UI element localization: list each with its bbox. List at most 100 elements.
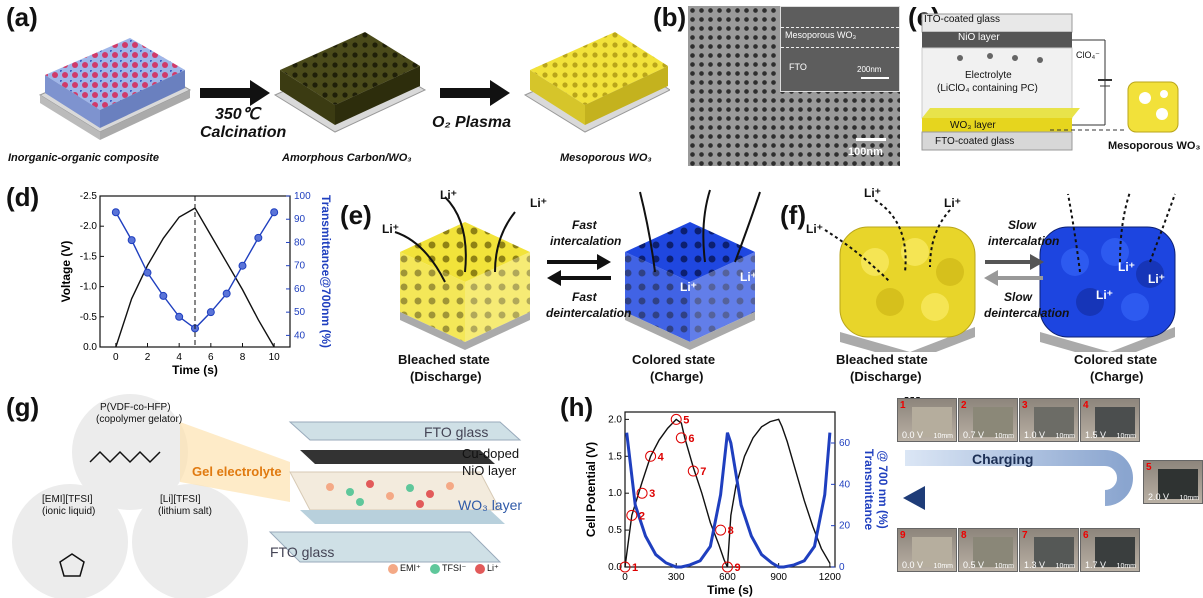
photo-number: 1: [900, 400, 906, 411]
y-tick-label: 0.0: [83, 342, 97, 353]
panel-label-d: (d): [6, 182, 40, 212]
label-ito: ITO-coated glass: [924, 14, 1000, 25]
li-ion-label: Li⁺: [1096, 288, 1113, 302]
exchange-arrows-icon: [547, 254, 611, 286]
caption-carbon: Amorphous Carbon/WO₃: [282, 152, 412, 164]
device-schematic: [921, 13, 1179, 151]
polymer-desc: (copolymer gelator): [96, 414, 183, 425]
legend-tfsi: TFSI⁻: [442, 563, 467, 573]
x-tick-label: 900: [770, 572, 787, 583]
photo-voltage: 0.0 V: [902, 560, 924, 570]
y2-axis-label: Transmittance@700nm (%): [319, 195, 333, 348]
panel-label-h: (h): [560, 392, 594, 422]
device-photo: 9 0.0 V 10mm: [897, 528, 957, 572]
panel-f-illustration: [824, 191, 1176, 352]
inset-label-fto: FTO: [789, 62, 807, 72]
wo3-layer-label: WO₃ layer: [458, 497, 523, 513]
li-ion-label: Li⁺: [1118, 260, 1135, 274]
data-point: [111, 208, 120, 217]
y2-tick-label: 40: [839, 479, 851, 490]
state-marker: [715, 524, 727, 536]
photo-voltage: 0.0 V: [902, 430, 924, 440]
il-name: [EMI][TFSI]: [42, 494, 93, 505]
photo-scale: 10mm: [994, 433, 1014, 440]
exchange-arrows-icon: [984, 254, 1044, 286]
slow-deintercalation-label-2: deintercalation: [984, 306, 1070, 320]
y-tick-label: 0.5: [608, 525, 622, 536]
panel-e-illustration: [394, 189, 761, 350]
li-ion-label: Li⁺: [864, 186, 881, 200]
state-marker-label: 6: [688, 433, 694, 445]
nio-label: Cu-doped: [462, 446, 520, 461]
colored-state-e: Colored state: [632, 352, 716, 367]
charging-cycle-arrow: [903, 450, 1133, 510]
fto-top-label: FTO glass: [424, 424, 489, 440]
x-tick-label: 600: [719, 572, 736, 583]
y-tick-label: 2.0: [608, 414, 622, 425]
photo-voltage: 1.7 V: [1085, 560, 1107, 570]
y2-axis-label: Transmittance: [862, 449, 876, 531]
chart-h: 0 300 600 900 1200 0.0 0.5 1.0 1.5 2.0 0 20 40 60 Time…: [584, 411, 890, 597]
photo-number: 5: [1146, 462, 1152, 473]
panel-g-illustration: [12, 394, 522, 598]
arrow-icon: [440, 80, 510, 106]
x-tick-label: 2: [145, 352, 151, 363]
photo-scale: 10mm: [1179, 495, 1199, 502]
state-marker-label: 8: [728, 525, 734, 537]
device-window: [973, 537, 1013, 567]
state-marker: [670, 413, 682, 425]
device-window: [1095, 537, 1135, 567]
y2-tick-label: 80: [294, 237, 306, 248]
state-marker: [675, 432, 687, 444]
photo-number: 3: [1022, 400, 1028, 411]
fast-intercalation-label-2: intercalation: [550, 234, 622, 248]
y-tick-label: -2.5: [80, 191, 98, 202]
device-window: [1034, 407, 1074, 437]
data-point: [127, 236, 136, 245]
sem-inset: Mesoporous WO₃ FTO 200nm: [780, 6, 900, 92]
y2-tick-label: 90: [294, 214, 306, 225]
state-marker: [619, 561, 631, 573]
device-window: [912, 537, 952, 567]
y2-tick-label: 70: [294, 261, 306, 272]
bleached-state-e-sub: (Discharge): [410, 369, 482, 384]
device-photo: 5 2.0 V 10mm: [1143, 460, 1203, 504]
composite-block: [38, 38, 192, 140]
data-point: [159, 291, 168, 300]
step-plasma: O₂ Plasma: [432, 114, 512, 131]
y2-tick-label: 0: [839, 562, 845, 573]
y2-axis-label: @ 700 nm (%): [876, 450, 890, 528]
device-window: [912, 407, 952, 437]
label-electrolyte: Electrolyte: [965, 70, 1012, 81]
y-tick-label: -0.5: [80, 312, 98, 323]
bleached-state-e: Bleached state: [398, 352, 490, 367]
x-axis-label: Time (s): [707, 583, 753, 597]
legend-emi: EMI⁺: [400, 563, 421, 573]
x-tick-label: 6: [208, 352, 214, 363]
mesoporous-block: [523, 32, 670, 133]
y2-tick-label: 50: [294, 307, 306, 318]
salt-desc: (lithium salt): [158, 506, 212, 517]
photo-voltage: 0.5 V: [963, 560, 985, 570]
series-line: [625, 432, 832, 569]
state-marker: [645, 450, 657, 462]
panel-label-f: (f): [780, 200, 806, 230]
li-ion-label: Li⁺: [944, 196, 961, 210]
photo-voltage: 0.7 V: [963, 430, 985, 440]
x-tick-label: 8: [240, 352, 246, 363]
state-marker: [721, 561, 733, 573]
state-marker-label: 2: [639, 510, 645, 522]
data-point: [254, 233, 263, 242]
inset-scale: 200nm: [857, 65, 882, 74]
device-window: [1095, 407, 1135, 437]
photo-scale: 10mm: [1055, 563, 1075, 570]
gel-electrolyte-label: Gel electrolyte: [192, 464, 282, 479]
state-marker-label: 7: [700, 466, 706, 478]
discharging-label: Discharging: [972, 490, 1053, 506]
photo-scale: 10mm: [1116, 563, 1136, 570]
y-tick-label: 1.0: [608, 488, 622, 499]
colored-state-f-sub: (Charge): [1090, 369, 1144, 384]
x-tick-label: 4: [176, 352, 182, 363]
fast-deintercalation-label-2: deintercalation: [546, 306, 632, 320]
y2-tick-label: 40: [294, 330, 306, 341]
